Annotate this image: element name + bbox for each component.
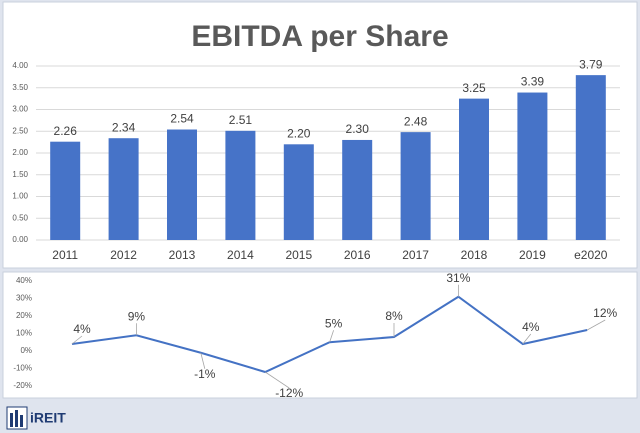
y-tick-label: 0.00 (12, 235, 28, 244)
x-tick-label: 2012 (110, 248, 137, 262)
logo-icon-bar (10, 413, 13, 427)
y-tick-label: 2.50 (12, 126, 28, 135)
bar (342, 139, 373, 240)
logo-text: iREIT (30, 410, 66, 426)
leader-line (587, 319, 606, 331)
y-tick-label: 10% (16, 329, 32, 338)
data-label: 5% (325, 316, 343, 330)
x-tick-label: e2020 (574, 248, 608, 262)
data-label: 2.30 (346, 122, 370, 136)
data-label: 2.48 (404, 114, 428, 128)
data-label: 4% (522, 320, 540, 334)
x-tick-label: 2014 (227, 248, 254, 262)
logo: iREIT (6, 406, 66, 430)
bar (225, 130, 256, 240)
data-label: -12% (275, 386, 303, 400)
bar (167, 129, 197, 240)
y-tick-label: 3.00 (12, 105, 28, 114)
y-tick-label: 4.00 (12, 61, 28, 70)
x-tick-label: 2011 (52, 248, 78, 262)
data-label: 2.54 (170, 112, 194, 126)
data-label: 3.39 (521, 75, 545, 89)
x-tick-label: 2013 (169, 248, 196, 262)
data-label: 2.34 (112, 120, 136, 134)
data-label: 9% (128, 309, 146, 323)
data-label: 12% (593, 306, 617, 320)
data-label: 4% (73, 322, 91, 336)
bar (50, 141, 81, 240)
x-tick-label: 2018 (461, 248, 488, 262)
leader-line (264, 371, 290, 389)
x-tick-label: 2015 (285, 248, 312, 262)
data-label: 8% (385, 309, 403, 323)
leader-line (522, 333, 532, 345)
data-label: 3.79 (579, 57, 603, 71)
data-label: 2.51 (229, 113, 253, 127)
logo-icon-bar (15, 410, 18, 427)
bar (108, 138, 139, 240)
logo-icon-bar (20, 415, 23, 427)
y-tick-label: 40% (16, 276, 32, 285)
data-label: -1% (194, 367, 216, 381)
y-tick-label: -10% (13, 364, 32, 373)
data-label: 2.20 (287, 126, 311, 140)
y-tick-label: 20% (16, 311, 32, 320)
y-tick-label: 2.00 (12, 148, 28, 157)
data-label: 31% (446, 271, 470, 285)
y-tick-label: -20% (13, 381, 32, 390)
y-tick-label: 3.50 (12, 83, 28, 92)
bar (283, 144, 314, 240)
leader-line (200, 352, 206, 369)
chart-title: EBITDA per Share (191, 20, 448, 53)
x-tick-label: 2019 (519, 248, 546, 262)
leader-line (71, 335, 83, 345)
line-panel (2, 271, 638, 399)
y-tick-label: 1.50 (12, 170, 28, 179)
bar (400, 132, 431, 240)
y-tick-label: 1.00 (12, 192, 28, 201)
bar (459, 98, 489, 240)
x-tick-label: 2017 (402, 248, 429, 262)
y-tick-label: 0.50 (12, 213, 28, 222)
x-tick-label: 2016 (344, 248, 371, 262)
y-tick-label: 0% (20, 346, 32, 355)
bar (575, 75, 606, 240)
leader-line (329, 330, 334, 343)
data-label: 2.26 (54, 124, 78, 138)
y-tick-label: 30% (16, 294, 32, 303)
bar (517, 92, 548, 240)
data-label: 3.25 (462, 81, 486, 95)
